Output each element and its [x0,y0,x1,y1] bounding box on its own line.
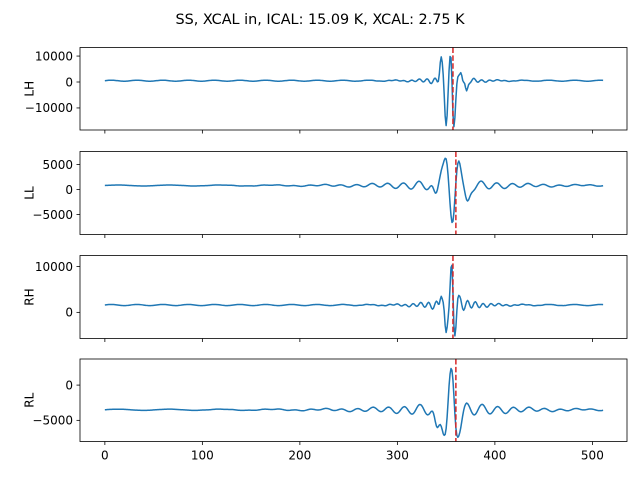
subplot-ll: −5000 0 5000 LL [23,151,628,238]
x-tick-label-2: 200 [288,449,311,463]
y-tick-label-lh-1: 0 [65,75,73,89]
x-tick-label-0: 0 [101,449,109,463]
subplot-stack: −10000010000LH−500005000LL010000RH−50000… [23,47,628,463]
y-tick-label-rl-1: 0 [65,378,73,392]
x-tick-label-3: 300 [386,449,409,463]
y-axis-label-lh: LH [23,81,37,97]
y-tick-label-rl-0: −5000 [32,414,73,428]
y-tick-label-lh-2: 10000 [35,49,73,63]
subplot-rh: 0 10000 RH [23,255,628,342]
y-tick-label-ll-0: −5000 [32,208,73,222]
x-tick-label-5: 500 [581,449,604,463]
series-line-ll [104,157,604,224]
y-tick-label-ll-1: 0 [65,183,73,197]
axes-frame-rl [79,358,628,442]
axes-frame-lh [79,47,628,131]
y-axis-label-rh: RH [23,288,37,305]
y-tick-label-lh-0: −10000 [25,101,73,115]
axes-frame-rh [79,255,628,339]
figure-title: SS, XCAL in, ICAL: 15.09 K, XCAL: 2.75 K [175,12,465,28]
y-tick-label-rh-1: 10000 [35,260,73,274]
series-line-rl [104,367,604,439]
y-tick-label-ll-2: 5000 [42,158,73,172]
x-tick-label-1: 100 [191,449,214,463]
y-tick-label-rh-0: 0 [65,306,73,320]
subplot-lh: −10000 0 10000 LH [23,47,628,134]
subplot-rl: −5000 0 0 100 200 300 400 500 RL [23,358,628,463]
axes-frame-ll [79,151,628,235]
series-line-rh [104,264,604,337]
y-axis-label-rl: RL [23,392,37,407]
series-line-lh [104,55,604,128]
x-tick-label-4: 400 [483,449,506,463]
y-axis-label-ll: LL [23,186,37,200]
